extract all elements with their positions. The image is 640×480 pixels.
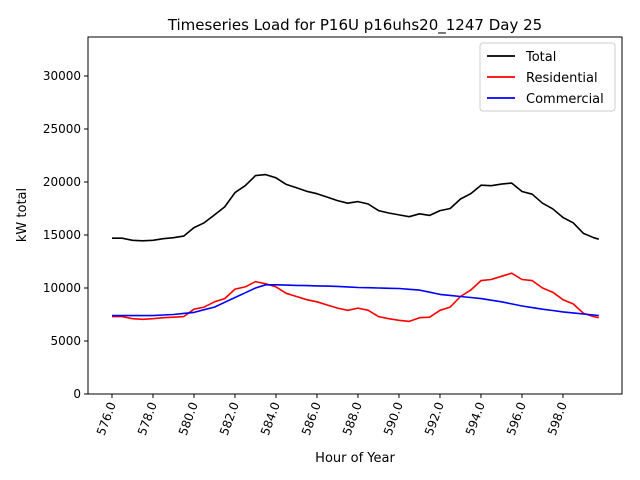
y-tick-label: 15000 — [43, 228, 81, 242]
y-tick-label: 0 — [73, 387, 81, 401]
plot-frame — [87, 36, 623, 395]
series-line-commercial — [112, 283, 599, 317]
y-tick-label: 10000 — [43, 281, 81, 295]
chart-title: Timeseries Load for P16U p16uhs20_1247 D… — [167, 16, 542, 35]
legend-box — [479, 42, 616, 112]
x-tick-label: 582.0 — [217, 400, 242, 437]
x-axis-label: Hour of Year — [315, 451, 395, 466]
y-axis-label: kW total — [15, 188, 30, 242]
legend: Total Residential Commercial — [479, 42, 616, 112]
y-tick-label: 20000 — [43, 175, 81, 189]
y-tick-label: 5000 — [50, 334, 81, 348]
x-tick-label: 596.0 — [504, 400, 529, 437]
legend-label: Total — [525, 50, 556, 65]
x-tick-label: 580.0 — [176, 400, 201, 437]
x-tick-label: 584.0 — [258, 400, 283, 437]
x-tick-label: 586.0 — [299, 400, 324, 437]
x-tick-label: 588.0 — [340, 400, 365, 437]
series-line-total — [112, 173, 600, 242]
series-line-residential — [112, 272, 599, 323]
x-tick-label: 590.0 — [381, 400, 406, 437]
legend-label: Residential — [526, 71, 598, 86]
x-tick-label: 576.0 — [94, 400, 119, 437]
legend-label: Commercial — [526, 92, 604, 107]
y-tick-label: 30000 — [43, 69, 81, 83]
x-tick-label: 598.0 — [545, 400, 570, 437]
x-tick-label: 594.0 — [463, 400, 488, 437]
x-tick-label: 592.0 — [422, 400, 447, 437]
x-tick-label: 578.0 — [135, 400, 160, 437]
y-tick-label: 25000 — [43, 122, 81, 136]
